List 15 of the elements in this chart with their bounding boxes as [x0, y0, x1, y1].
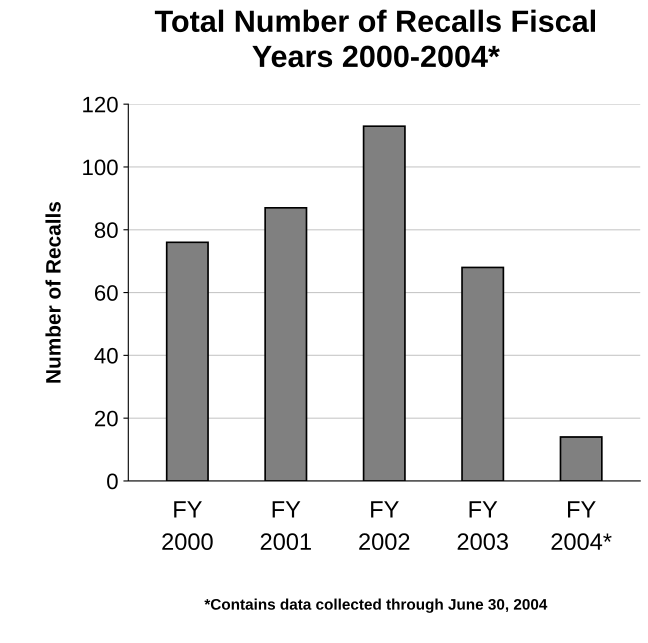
- chart-title: Total Number of Recalls Fiscal Years 2000-2004*: [154, 10, 596, 68]
- x-tick-label: FY 2001: [260, 501, 311, 550]
- y-tick-label: 40: [94, 348, 118, 364]
- y-tick-label: 20: [94, 410, 118, 426]
- x-tick-label: FY 2004*: [551, 501, 612, 550]
- y-tick-label: 0: [107, 474, 118, 490]
- y-tick-label: 120: [83, 96, 118, 112]
- y-axis-title: Number of Recalls: [45, 202, 61, 383]
- y-tick-label: 80: [94, 222, 118, 238]
- x-tick-label: FY 2000: [162, 501, 213, 550]
- text: *Contains data collected through June 30, 2004: [204, 598, 548, 613]
- x-tick-label: FY 2002: [359, 501, 410, 550]
- x-tick-label: FY 2003: [458, 501, 508, 550]
- y-tick-label: 60: [94, 285, 118, 301]
- y-tick-label: 100: [83, 160, 118, 176]
